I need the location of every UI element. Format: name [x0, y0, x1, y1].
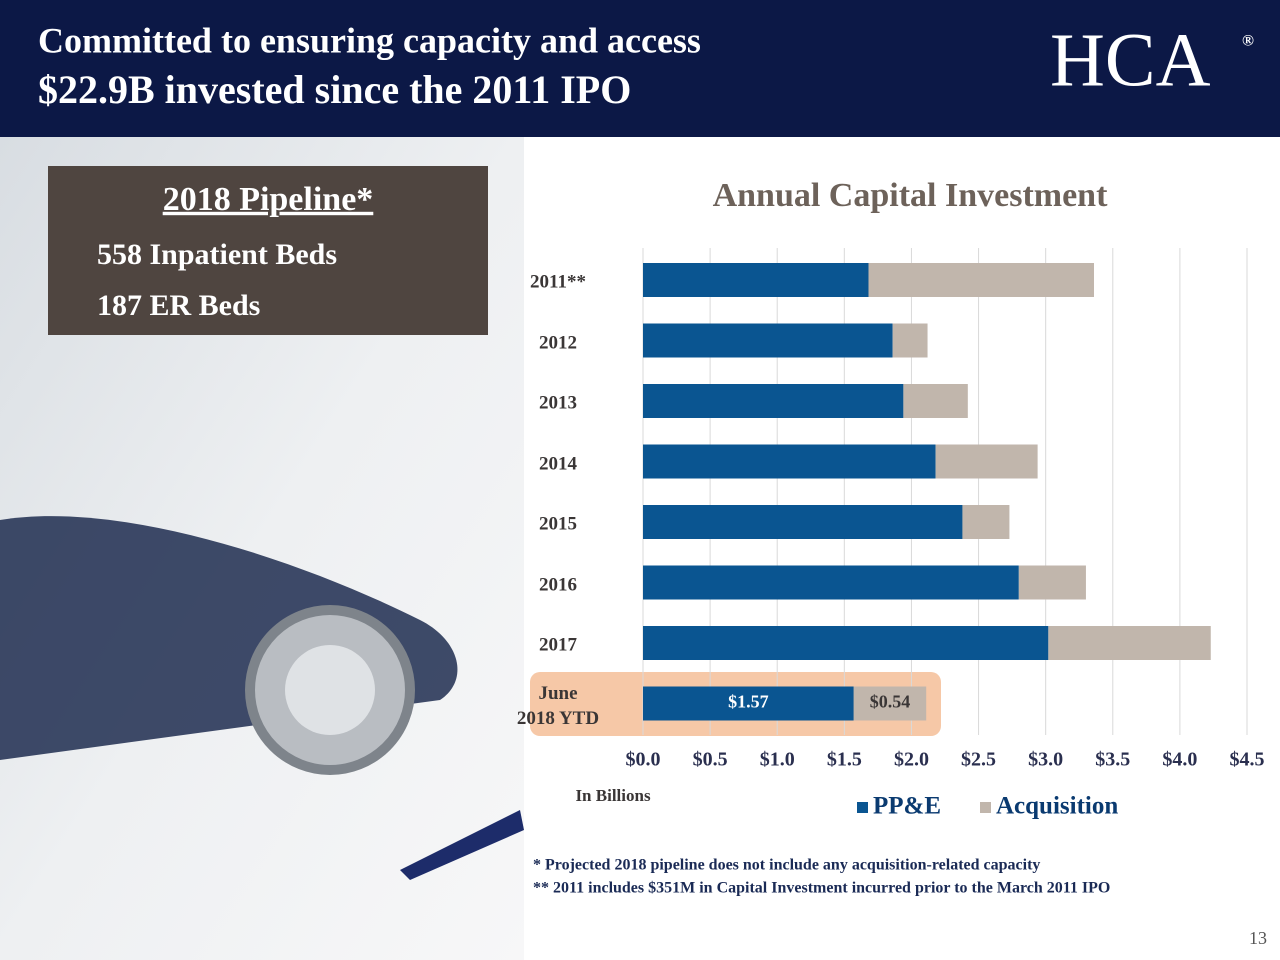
value-label: $1.57 — [728, 692, 769, 712]
x-tick-label: $0.0 — [626, 749, 661, 771]
bar — [1048, 626, 1211, 660]
x-tick-label: $4.5 — [1230, 749, 1265, 771]
bar — [853, 686, 927, 721]
x-tick-label: $1.0 — [760, 749, 795, 771]
photo-chestpiece-inner — [285, 645, 375, 735]
x-tick-label: $1.5 — [827, 749, 862, 771]
y-tick-label: 2013 — [539, 392, 577, 414]
page-number: 13 — [1249, 928, 1267, 948]
bar — [643, 686, 854, 721]
logo: HCA — [1050, 18, 1211, 102]
bar — [643, 505, 963, 539]
y-tick-label: 2012 — [539, 332, 577, 353]
bar — [643, 444, 936, 479]
x-tick-label: $2.0 — [894, 749, 929, 771]
x-tick-label: $4.0 — [1162, 749, 1197, 771]
legend-swatch — [857, 802, 868, 813]
header-line2: $22.9B invested since the 2011 IPO — [38, 67, 631, 112]
y-tick-label: 2015 — [539, 513, 577, 535]
bar — [643, 263, 869, 297]
bar — [643, 323, 893, 358]
x-tick-label: $2.5 — [961, 749, 996, 771]
pipeline-title: 2018 Pipeline* — [163, 181, 374, 218]
bar — [892, 323, 928, 358]
footnote: ** 2011 includes $351M in Capital Invest… — [533, 880, 1110, 897]
pipeline-item: 187 ER Beds — [97, 289, 260, 322]
bar — [935, 444, 1038, 479]
bar — [903, 384, 968, 418]
legend-label: Acquisition — [996, 793, 1118, 820]
bar — [643, 626, 1049, 660]
legend-swatch — [980, 802, 991, 813]
bar — [962, 505, 1010, 539]
value-label: $0.54 — [870, 692, 911, 712]
x-tick-label: $3.5 — [1095, 749, 1130, 771]
axis-label: In Billions — [575, 786, 651, 805]
x-tick-label: $3.0 — [1028, 749, 1063, 771]
logo-mark: ® — [1242, 33, 1254, 50]
legend-label: PP&E — [873, 793, 941, 820]
y-tick-label: 2016 — [539, 574, 577, 595]
y-tick-label: 2014 — [539, 453, 577, 474]
footnote: * Projected 2018 pipeline does not inclu… — [533, 857, 1040, 874]
x-tick-label: $0.5 — [693, 749, 728, 771]
bar — [643, 565, 1019, 600]
header-line1: Committed to ensuring capacity and acces… — [38, 20, 701, 60]
y-tick-label: 2017 — [539, 634, 577, 656]
pipeline-item: 558 Inpatient Beds — [97, 238, 337, 271]
bar — [643, 384, 904, 418]
y-tick-label: 2011** — [530, 271, 586, 293]
bar — [868, 263, 1094, 297]
bar — [1018, 565, 1086, 600]
photo-pen — [400, 810, 524, 880]
pipeline-box — [48, 166, 488, 335]
y-tick-label: June 2018 YTD — [516, 682, 600, 729]
header-bar — [0, 0, 1280, 137]
chart-title: Annual Capital Investment — [713, 177, 1109, 214]
